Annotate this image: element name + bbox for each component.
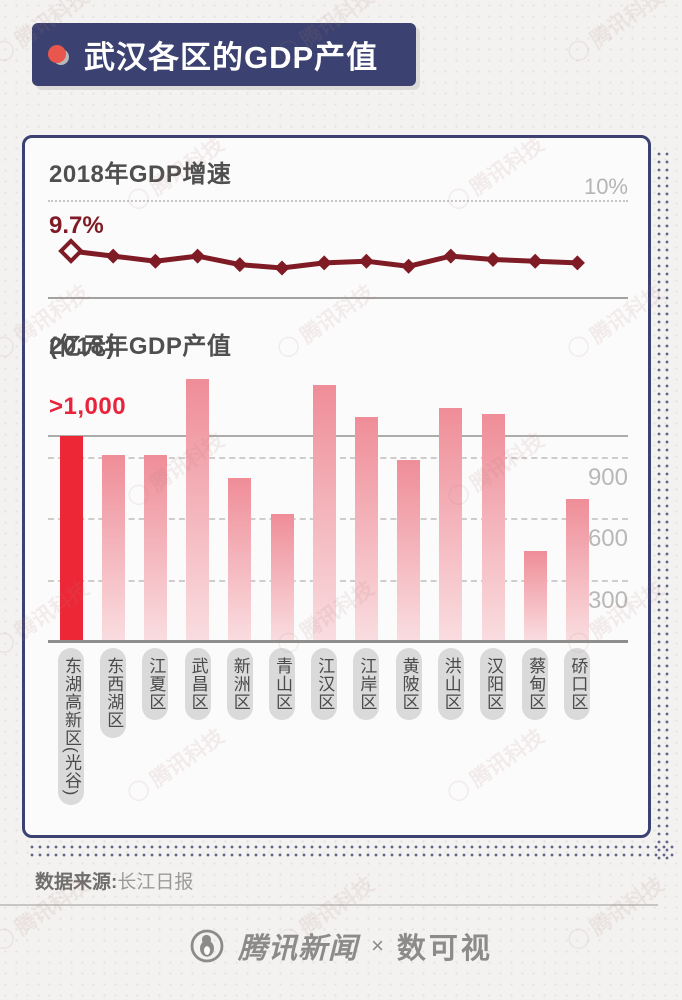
bar-9	[439, 408, 463, 641]
bar-4	[228, 478, 252, 641]
title-banner: 武汉各区的GDP产值	[32, 23, 416, 86]
bar-7	[354, 416, 378, 641]
growth-reference-label: 10%	[583, 174, 628, 199]
growth-line-chart	[58, 238, 585, 276]
x-label-0: 东湖高新区(光谷)	[58, 648, 84, 806]
growth-reference-line	[48, 200, 628, 202]
red-dot-icon	[48, 44, 70, 66]
footer-logos: 腾讯新闻 × 数可视	[0, 925, 682, 967]
bar-1	[101, 455, 125, 641]
section-divider	[48, 297, 628, 299]
footer-divider	[0, 904, 658, 906]
growth-point-9	[443, 248, 459, 264]
x-label-11: 蔡甸区	[522, 648, 549, 720]
x-label-5: 青山区	[269, 648, 295, 720]
growth-point-12	[569, 255, 585, 271]
x-label-3: 武昌区	[184, 648, 211, 720]
x-label-10: 汉阳区	[480, 648, 506, 720]
axis-label-600: 600	[587, 525, 628, 552]
growth-point-10	[485, 252, 501, 267]
x-label-12: 硚口区	[564, 648, 591, 720]
bar-12	[565, 498, 589, 641]
x-label-8: 黄陂区	[395, 648, 422, 720]
growth-point-6	[316, 255, 332, 271]
card-dotted-shadow-right	[655, 150, 672, 860]
x-label-9: 洪山区	[437, 648, 464, 720]
gdp-chart-unit: (亿元)	[49, 333, 115, 360]
page-title: 武汉各区的GDP产值	[84, 40, 379, 75]
x-axis-baseline	[48, 640, 628, 643]
collab-x-separator: ×	[371, 933, 384, 958]
data-source: 数据来源:长江日报	[35, 867, 193, 894]
growth-point-4	[232, 257, 248, 273]
source-label: 数据来源	[35, 872, 112, 893]
growth-point-0	[58, 238, 84, 264]
watermark: ◯ 腾讯科技	[564, 0, 669, 68]
bar-6	[312, 384, 336, 641]
x-label-1: 东西湖区	[100, 648, 127, 738]
growth-point-3	[190, 248, 206, 264]
bar-0	[59, 436, 83, 641]
growth-point-11	[527, 253, 543, 269]
axis-label-300: 300	[587, 586, 628, 614]
chart-card: 2018年GDP增速 10% 9.7% 2018年GDP产值 (亿元) >1,00…	[22, 135, 651, 838]
gridline-900	[48, 456, 628, 459]
bar-8	[397, 459, 421, 641]
growth-chart-title: 2018年GDP增速	[49, 161, 232, 188]
gridline-1000	[48, 435, 628, 437]
growth-point-5	[274, 260, 290, 276]
growth-point-2	[147, 253, 163, 269]
source-value: 长江日报	[117, 872, 194, 893]
bar-10	[481, 414, 505, 641]
bar-5	[270, 513, 294, 641]
x-label-6: 江汉区	[311, 648, 338, 720]
bar-3	[186, 378, 210, 641]
tencent-news-penguin-icon	[190, 929, 224, 963]
axis-label-900: 900	[587, 463, 628, 491]
shukeshi-wordmark: 数可视	[396, 933, 493, 965]
dot-red	[48, 44, 66, 63]
bar-2	[143, 455, 167, 641]
first-bar-value-label: >1,000	[49, 393, 127, 420]
x-label-7: 江岸区	[353, 648, 380, 720]
gridline-300	[48, 579, 628, 582]
x-label-2: 江夏区	[142, 648, 169, 720]
tencent-news-wordmark: 腾讯新闻	[238, 933, 359, 965]
gridline-600	[48, 518, 628, 520]
growth-point-7	[358, 253, 374, 269]
growth-point-1	[105, 248, 121, 264]
source-colon: :	[111, 872, 118, 893]
gdp-chart-title-text: 2018年GDP产值	[49, 333, 232, 360]
bar-11	[523, 550, 547, 641]
growth-first-point-label: 9.7%	[49, 212, 104, 239]
growth-point-8	[401, 258, 417, 274]
card-dotted-shadow-bottom	[28, 843, 674, 858]
x-label-4: 新洲区	[226, 648, 253, 720]
